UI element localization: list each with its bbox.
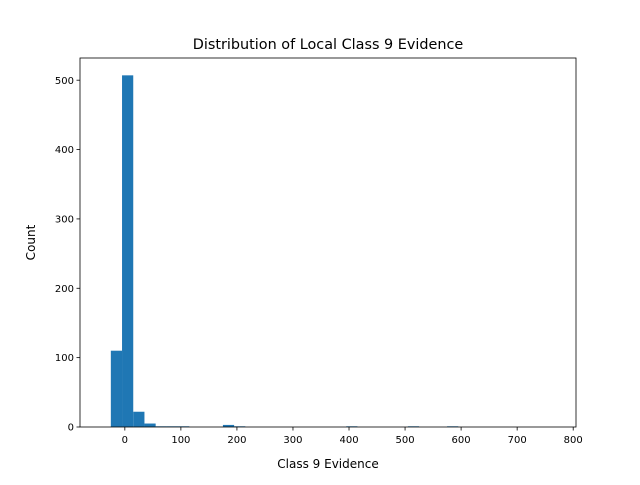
y-tick-label-5: 500 [55,76,74,87]
x-axis-label: Class 9 Evidence [277,457,378,471]
y-tick-label-3: 300 [55,215,74,226]
histogram-bar-0 [110,350,123,427]
x-axis-ticks: 0 100 200 300 400 500 600 700 800 [122,427,583,446]
x-tick-label-7: 700 [508,435,527,446]
x-tick-label-1: 100 [171,435,190,446]
y-tick-label-0: 0 [68,423,74,434]
y-tick-label-2: 200 [55,284,74,295]
y-axis-label: Count [24,224,38,260]
y-tick-label-1: 100 [55,353,74,364]
bars-group [110,75,459,428]
x-tick-label-2: 200 [227,435,246,446]
x-tick-label-6: 600 [452,435,471,446]
chart-title: Distribution of Local Class 9 Evidence [193,37,464,53]
y-axis-ticks: 0 100 200 300 400 500 [55,76,80,434]
x-tick-label-4: 400 [339,435,358,446]
x-tick-label-0: 0 [122,435,128,446]
plot-frame [79,57,577,428]
histogram-bar-7 [222,424,235,427]
x-tick-label-3: 300 [283,435,302,446]
histogram-bar-2 [133,411,145,427]
x-tick-label-5: 500 [396,435,415,446]
histogram-bar-3 [144,423,156,427]
histogram-bar-1 [122,75,134,428]
x-tick-label-8: 800 [564,435,583,446]
y-tick-label-4: 400 [55,145,74,156]
